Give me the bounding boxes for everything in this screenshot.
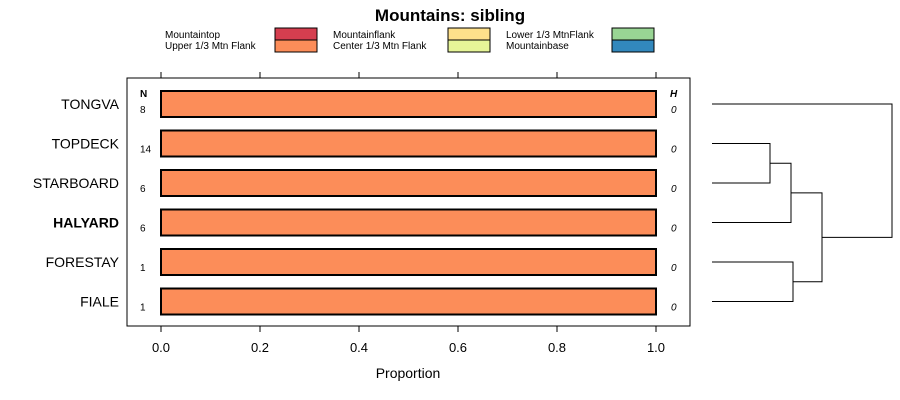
h-value-starboard: 0 [671,184,677,195]
h-value-halyard: 0 [671,224,677,235]
n-value-starboard: 6 [140,184,146,195]
dendrogram [712,103,893,302]
n-value-fiale: 1 [140,303,146,314]
plot-frame [126,77,691,327]
h-value-fiale: 0 [671,303,677,314]
row-label-topdeck: TOPDECK [52,136,120,152]
bar-halyard-upper-1-3-mtn-flank [161,209,656,236]
n-value-halyard: 6 [140,224,146,235]
dendrogram-link-0 [712,143,771,184]
legend-swatch-mountainbase [611,39,655,53]
legend-label-lower-1-3-mtnflank: Lower 1/3 MtnFlank [506,30,595,41]
row-label-starboard: STARBOARD [33,175,119,191]
n-header: N [140,89,147,100]
dendrogram-link-2 [712,261,794,302]
bar-outline-starboard [160,169,657,197]
bar-starboard-upper-1-3-mtn-flank [161,170,656,196]
legend-label-center-1-3-mtn-flank: Center 1/3 Mtn Flank [333,41,427,52]
chart-title: Mountains: sibling [375,6,525,25]
x-tick-label-2: 0.4 [350,340,368,355]
x-tick-label-3: 0.6 [449,340,467,355]
legend-swatch-mountainflank [447,27,491,41]
n-value-tongva: 8 [140,105,146,116]
legend-label-mountainbase: Mountainbase [506,41,569,52]
x-tick-label-4: 0.8 [548,340,566,355]
x-axis: 0.0 0.2 0.4 0.6 0.8 1.0 [152,72,665,355]
dendrogram-link-1 [712,162,792,223]
bar-tongva-upper-1-3-mtn-flank [161,91,656,117]
bar-topdeck-upper-1-3-mtn-flank [161,130,656,157]
row-label-tongva: TONGVA [61,96,119,112]
row-label-halyard: HALYARD [53,215,119,231]
h-value-forestay: 0 [671,263,677,274]
legend-label-mountaintop: Mountaintop [165,30,220,41]
legend-swatch-lower-1-3-mtnflank [611,27,655,41]
n-value-topdeck: 14 [140,145,152,156]
h-value-topdeck: 0 [671,145,677,156]
bar-outline-halyard [160,208,657,237]
dendrogram-link-4 [712,103,893,238]
n-value-forestay: 1 [140,263,146,274]
x-tick-label-0: 0.0 [152,340,170,355]
x-tick-label-1: 0.2 [251,340,269,355]
legend-label-mountainflank: Mountainflank [333,30,396,41]
legend-label-upper-1-3-mtn-flank: Upper 1/3 Mtn Flank [165,41,257,52]
legend-swatch-mountaintop [274,27,318,41]
row-label-fiale: FIALE [80,294,119,310]
legend-swatch-center-1-3-mtn-flank [447,39,491,53]
x-tick-label-5: 1.0 [647,340,665,355]
dendrogram-link-3 [791,192,823,283]
bar-forestay-upper-1-3-mtn-flank [161,249,656,275]
legend-swatch-upper-1-3-mtn-flank [274,39,318,53]
h-value-tongva: 0 [671,105,677,116]
bar-outline-tongva [160,90,657,118]
bar-fiale-upper-1-3-mtn-flank [161,288,656,315]
rows: TONGVA 8 0 TOPDECK 14 0 STARBOARD 6 0 HALYARD 6 0 FO… [33,90,677,316]
bar-outline-topdeck [160,129,657,158]
x-axis-label: Proportion [376,365,441,381]
row-label-forestay: FORESTAY [46,254,120,270]
h-header: H [670,89,678,100]
bar-outline-fiale [160,287,657,316]
bar-outline-forestay [160,248,657,276]
